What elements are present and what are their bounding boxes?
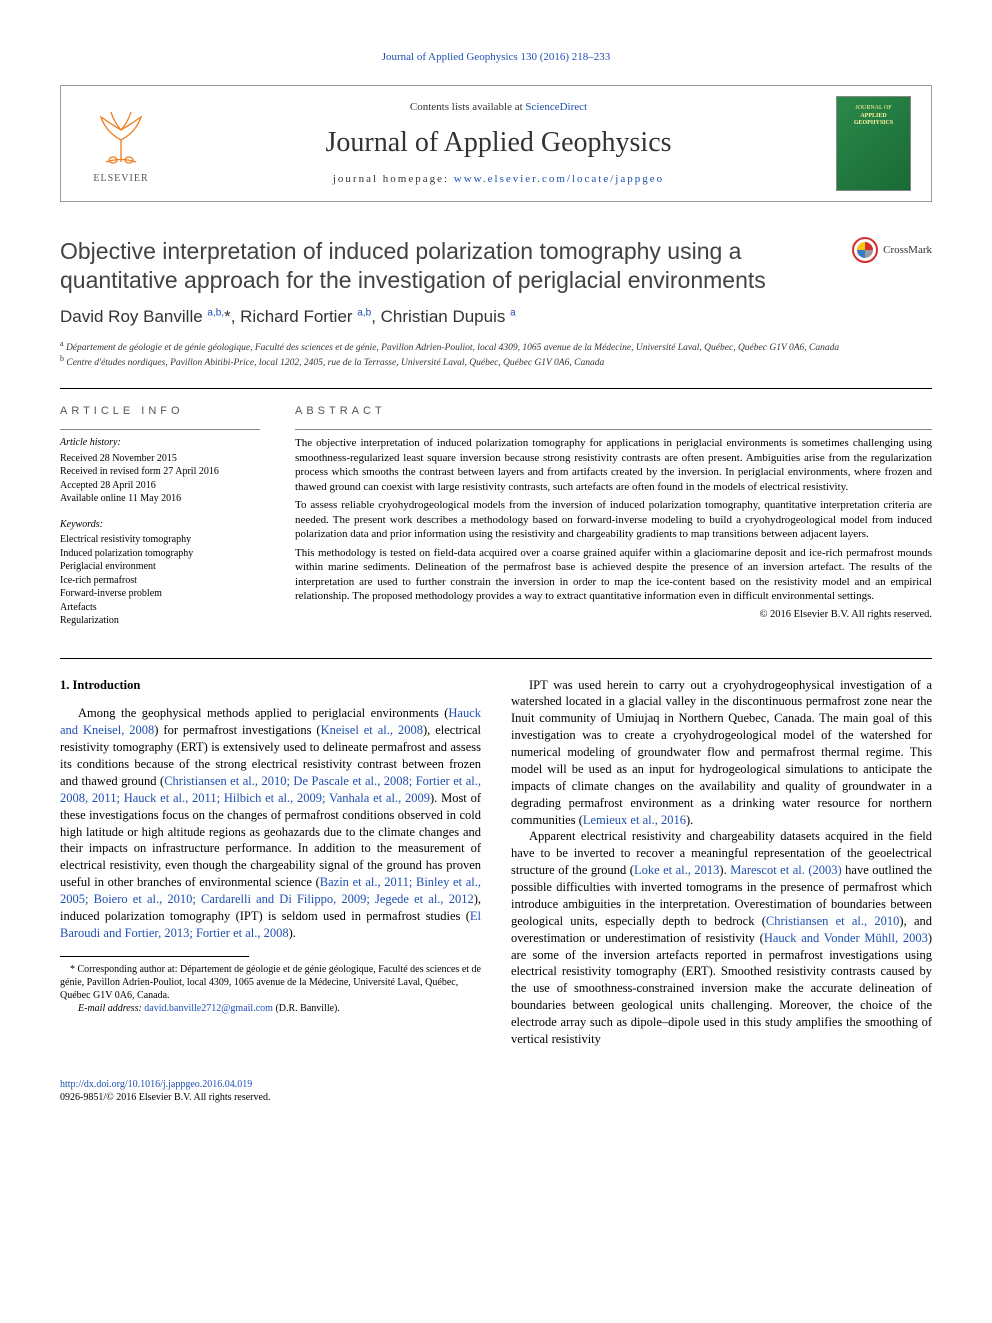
elsevier-tree-icon — [86, 102, 156, 170]
email-footnote: E-mail address: david.banville2712@gmail… — [60, 1002, 481, 1015]
contents-line: Contents lists available at ScienceDirec… — [181, 100, 816, 115]
abstract-copyright: © 2016 Elsevier B.V. All rights reserved… — [295, 608, 932, 623]
abstract-paragraph: To assess reliable cryohydrogeological m… — [295, 498, 932, 542]
doi-link[interactable]: http://dx.doi.org/10.1016/j.jappgeo.2016… — [60, 1079, 252, 1090]
article-history: Article history: Received 28 November 20… — [60, 436, 260, 506]
keyword-item: Periglacial environment — [60, 560, 260, 574]
homepage-link[interactable]: www.elsevier.com/locate/jappgeo — [454, 173, 664, 185]
elsevier-name: ELSEVIER — [93, 172, 148, 186]
crossmark-label: CrossMark — [883, 243, 932, 258]
journal-cover: JOURNAL OF APPLIED GEOPHYSICS — [836, 96, 911, 191]
history-item: Accepted 28 April 2016 — [60, 479, 260, 493]
affiliation-b: b Centre d'études nordiques, Pavillon Ab… — [60, 354, 932, 370]
ref-link[interactable]: Christiansen et al., 2010 — [766, 914, 900, 928]
history-item: Available online 11 May 2016 — [60, 492, 260, 506]
info-abstract-row: article info Article history: Received 2… — [60, 404, 932, 640]
affiliation-a: a Département de géologie et de génie gé… — [60, 339, 932, 355]
intro-para-1: Among the geophysical methods applied to… — [60, 705, 481, 941]
keyword-item: Artefacts — [60, 601, 260, 615]
divider-top — [60, 388, 932, 389]
email-link[interactable]: david.banville2712@gmail.com — [144, 1003, 273, 1014]
banner-center: Contents lists available at ScienceDirec… — [161, 100, 836, 188]
keywords-block: Keywords: Electrical resistivity tomogra… — [60, 518, 260, 628]
affiliations: a Département de géologie et de génie gé… — [60, 339, 932, 370]
history-item: Received in revised form 27 April 2016 — [60, 465, 260, 479]
article-info-heading: article info — [60, 404, 260, 419]
ref-link[interactable]: Marescot et al. (2003) — [730, 863, 841, 877]
homepage-prefix: journal homepage: — [333, 173, 454, 185]
intro-para-2: IPT was used herein to carry out a cryoh… — [511, 677, 932, 829]
abstract-heading: abstract — [295, 404, 932, 419]
abstract-paragraph: This methodology is tested on field-data… — [295, 546, 932, 604]
article-header: Objective interpretation of induced pola… — [60, 237, 932, 295]
page-footer: http://dx.doi.org/10.1016/j.jappgeo.2016… — [60, 1078, 932, 1104]
cover-text-2: APPLIED — [860, 113, 886, 120]
keyword-item: Induced polarization tomography — [60, 547, 260, 561]
homepage-line: journal homepage: www.elsevier.com/locat… — [181, 172, 816, 187]
crossmark-icon — [852, 237, 878, 263]
keyword-item: Forward-inverse problem — [60, 587, 260, 601]
footnote-divider — [60, 956, 249, 957]
abstract-paragraph: The objective interpretation of induced … — [295, 436, 932, 494]
crossmark-badge[interactable]: CrossMark — [852, 237, 932, 263]
cover-text-3: GEOPHYSICS — [854, 120, 893, 127]
authors: David Roy Banville a,b,*, Richard Fortie… — [60, 305, 932, 329]
body-text: 1. Introduction Among the geophysical me… — [60, 677, 932, 1048]
keyword-item: Ice-rich permafrost — [60, 574, 260, 588]
article-title: Objective interpretation of induced pola… — [60, 237, 852, 295]
article-info: article info Article history: Received 2… — [60, 404, 260, 640]
info-divider-1 — [60, 429, 260, 430]
section-1-heading: 1. Introduction — [60, 677, 481, 694]
journal-citation-link[interactable]: Journal of Applied Geophysics 130 (2016)… — [382, 51, 611, 63]
keyword-item: Electrical resistivity tomography — [60, 533, 260, 547]
sciencedirect-link[interactable]: ScienceDirect — [525, 101, 587, 113]
abstract: abstract The objective interpretation of… — [295, 404, 932, 640]
divider-bottom — [60, 658, 932, 659]
history-label: Article history: — [60, 436, 260, 450]
issn-copyright: 0926-9851/© 2016 Elsevier B.V. All right… — [60, 1092, 270, 1103]
journal-title: Journal of Applied Geophysics — [181, 123, 816, 162]
keywords-label: Keywords: — [60, 518, 260, 532]
abstract-divider — [295, 429, 932, 430]
intro-para-3: Apparent electrical resistivity and char… — [511, 828, 932, 1047]
ref-link[interactable]: Loke et al., 2013 — [634, 863, 719, 877]
contents-prefix: Contents lists available at — [410, 101, 525, 113]
ref-link[interactable]: Kneisel et al., 2008 — [321, 723, 423, 737]
ref-link[interactable]: Lemieux et al., 2016 — [583, 813, 686, 827]
cover-text-1: JOURNAL OF — [855, 105, 891, 112]
ref-link[interactable]: Hauck and Vonder Mühll, 2003 — [764, 931, 928, 945]
journal-banner: ELSEVIER Contents lists available at Sci… — [60, 85, 932, 202]
keyword-item: Regularization — [60, 614, 260, 628]
history-item: Received 28 November 2015 — [60, 452, 260, 466]
corresponding-author-footnote: * Corresponding author at: Département d… — [60, 963, 481, 1002]
journal-citation: Journal of Applied Geophysics 130 (2016)… — [60, 50, 932, 65]
elsevier-logo: ELSEVIER — [81, 99, 161, 189]
